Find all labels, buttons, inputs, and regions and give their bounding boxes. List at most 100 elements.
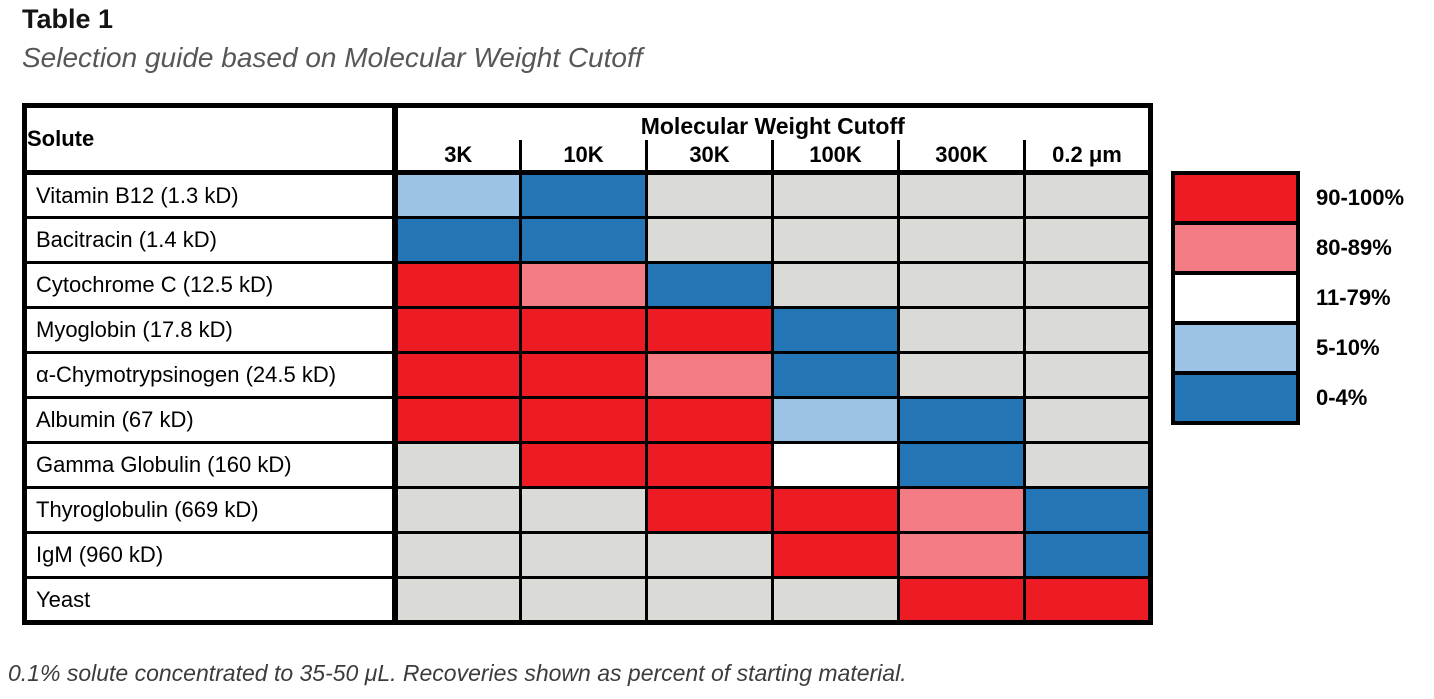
column-header: 0.2 μm: [1023, 139, 1152, 175]
grid-cell-gray: [1023, 351, 1152, 399]
row-label: Myoglobin (17.8 kD): [23, 306, 398, 354]
table-header: Solute Molecular Weight Cutoff 3K 10K 30K 1…: [23, 104, 1152, 175]
grid-cell-red: [519, 306, 648, 354]
legend-swatch-darkblue: [1171, 371, 1300, 425]
column-header: 10K: [519, 139, 648, 175]
column-header: 100K: [771, 139, 900, 175]
row-label: Vitamin B12 (1.3 kD): [23, 171, 398, 219]
legend-label: 5-10%: [1316, 335, 1380, 360]
grid-cell-gray: [393, 441, 522, 489]
table-row: Myoglobin (17.8 kD): [23, 306, 1152, 354]
grid-cell-gray: [1023, 171, 1152, 219]
grid-cell-gray: [645, 576, 774, 624]
grid-cell-gray: [393, 576, 522, 624]
grid-cell-red: [519, 396, 648, 444]
grid-cell-gray: [1023, 441, 1152, 489]
legend-label: 0-4%: [1316, 385, 1368, 410]
grid-cell-darkblue: [519, 171, 648, 219]
table-title: Table 1: [22, 4, 114, 34]
grid-cell-gray: [771, 576, 900, 624]
table-row: Vitamin B12 (1.3 kD): [23, 171, 1152, 219]
grid-cell-red: [393, 306, 522, 354]
grid-cell-darkblue: [771, 351, 900, 399]
grid-cell-gray: [771, 216, 900, 264]
legend-label: 80-89%: [1316, 235, 1392, 260]
grid-cell-gray: [519, 531, 648, 579]
selection-guide-table: Solute Molecular Weight Cutoff 3K 10K 30K 1…: [22, 103, 1153, 625]
table-row: Gamma Globulin (160 kD): [23, 441, 1152, 489]
grid-cell-red: [897, 576, 1026, 624]
grid-cell-darkblue: [771, 306, 900, 354]
grid-cell-gray: [897, 306, 1026, 354]
grid-cell-pink: [897, 486, 1026, 534]
legend-swatch-pink: [1171, 221, 1300, 275]
grid-cell-darkblue: [393, 216, 522, 264]
grid-cell-gray: [519, 576, 648, 624]
grid-cell-red: [1023, 576, 1152, 624]
table-row: Yeast: [23, 576, 1152, 624]
legend-swatch-red: [1171, 171, 1300, 225]
grid-cell-gray: [645, 531, 774, 579]
column-header: 300K: [897, 139, 1026, 175]
legend-item: 80-89%: [1171, 221, 1406, 275]
grid-cell-gray: [897, 171, 1026, 219]
grid-cell-gray: [771, 261, 900, 309]
legend-body: 90-100% 80-89% 11-79% 5-10% 0-4%: [1171, 171, 1406, 425]
grid-cell-gray: [897, 261, 1026, 309]
grid-cell-pink: [645, 351, 774, 399]
grid-cell-darkblue: [1023, 531, 1152, 579]
grid-cell-lightblue: [393, 171, 522, 219]
grid-cell-pink: [897, 531, 1026, 579]
row-label: α-Chymotrypsinogen (24.5 kD): [23, 351, 398, 399]
row-label: Thyroglobulin (669 kD): [23, 486, 398, 534]
mwc-group-header: Molecular Weight Cutoff: [393, 104, 1152, 140]
grid-cell-red: [393, 396, 522, 444]
grid-cell-gray: [1023, 261, 1152, 309]
grid-cell-gray: [393, 486, 522, 534]
grid-cell-gray: [897, 216, 1026, 264]
legend-swatch-white: [1171, 271, 1300, 325]
grid-cell-red: [771, 531, 900, 579]
legend: 90-100% 80-89% 11-79% 5-10% 0-4%: [1171, 171, 1408, 425]
grid-cell-red: [645, 306, 774, 354]
grid-cell-darkblue: [1023, 486, 1152, 534]
table-row: Albumin (67 kD): [23, 396, 1152, 444]
legend-item: 5-10%: [1171, 321, 1406, 375]
table-row: α-Chymotrypsinogen (24.5 kD): [23, 351, 1152, 399]
grid-cell-gray: [771, 171, 900, 219]
grid-cell-red: [645, 396, 774, 444]
table-row: Bacitracin (1.4 kD): [23, 216, 1152, 264]
table-row: Thyroglobulin (669 kD): [23, 486, 1152, 534]
grid-cell-darkblue: [519, 216, 648, 264]
grid-cell-red: [519, 441, 648, 489]
row-label: Gamma Globulin (160 kD): [23, 441, 398, 489]
grid-cell-gray: [519, 486, 648, 534]
grid-cell-gray: [897, 351, 1026, 399]
table-row: Cytochrome C (12.5 kD): [23, 261, 1152, 309]
grid-cell-red: [519, 351, 648, 399]
legend-item: 11-79%: [1171, 271, 1406, 325]
table-subtitle: Selection guide based on Molecular Weigh…: [22, 42, 643, 73]
grid-cell-red: [393, 351, 522, 399]
legend-item: 90-100%: [1171, 171, 1406, 225]
legend-label: 90-100%: [1316, 185, 1405, 210]
grid-cell-gray: [1023, 216, 1152, 264]
row-label: Albumin (67 kD): [23, 396, 398, 444]
grid-cell-lightblue: [771, 396, 900, 444]
grid-cell-red: [645, 441, 774, 489]
row-label: Yeast: [23, 576, 398, 624]
grid-cell-darkblue: [897, 396, 1026, 444]
table-body: Vitamin B12 (1.3 kD) Bacitracin (1.4 kD) C…: [23, 171, 1152, 624]
grid-cell-gray: [645, 216, 774, 264]
table-row: IgM (960 kD): [23, 531, 1152, 579]
row-label: Bacitracin (1.4 kD): [23, 216, 398, 264]
grid-cell-gray: [393, 531, 522, 579]
grid-cell-darkblue: [645, 261, 774, 309]
row-label: Cytochrome C (12.5 kD): [23, 261, 398, 309]
grid-cell-gray: [1023, 396, 1152, 444]
grid-cell-darkblue: [897, 441, 1026, 489]
header-row-group: Solute Molecular Weight Cutoff: [23, 104, 1152, 175]
legend-label: 11-79%: [1316, 285, 1391, 310]
column-labels-row: 3K 10K 30K 100K 300K 0.2 μm: [25, 139, 1152, 175]
